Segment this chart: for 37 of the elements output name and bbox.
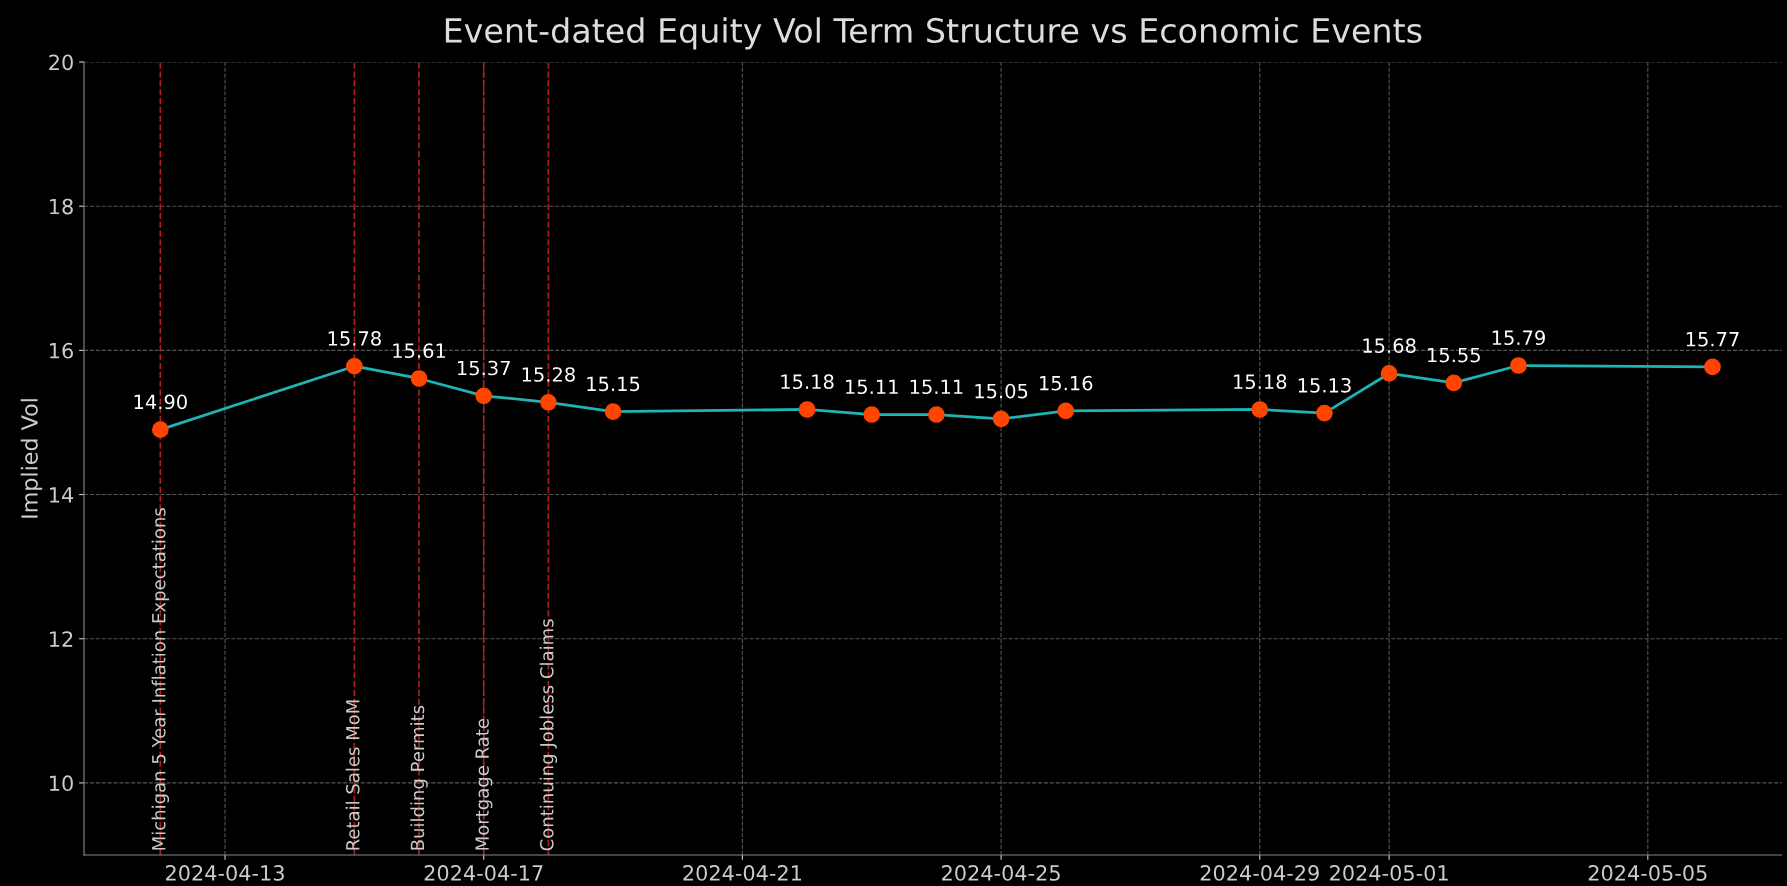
ref-line-label: Retail Sales MoM [345,700,360,850]
y-tick-label: 20 [49,54,73,71]
data-label: 15.68 [1363,338,1416,354]
y-axis-title: Implied Vol [20,399,43,518]
x-tick-label: 2024-04-21 [683,865,801,881]
x-tick-label: 2024-04-13 [166,865,284,881]
x-tick-label: 2024-05-05 [1588,865,1707,881]
y-tick-label: 10 [50,775,73,792]
data-label: 15.28 [522,367,575,382]
data-label: 15.16 [1040,375,1093,391]
data-label: 15.13 [1298,377,1351,393]
data-label: 15.55 [1428,347,1480,363]
data-label: 15.79 [1492,330,1545,346]
x-tick-label: 2024-04-29 [1200,865,1319,881]
x-tick-label: 2024-04-25 [942,865,1060,881]
data-label: 15.11 [846,379,898,395]
data-label: 15.11 [910,379,963,395]
data-label: 15.78 [328,331,381,346]
data-label: 15.15 [587,376,640,392]
data-label: 15.61 [393,343,446,359]
x-tick-label: 2024-04-17 [424,865,543,881]
y-tick-label: 14 [50,487,74,503]
y-tick-label: 16 [50,342,73,359]
y-tick-label: 12 [50,631,73,647]
ref-line-label: Mortgage Rate [475,718,493,850]
data-label: 15.77 [1686,332,1739,347]
data-label: 15.18 [781,374,834,390]
ref-line-label: Continuing Jobless Claims [539,619,558,851]
chart-title: Event-dated Equity Vol Term Structure vs Economic Events [445,17,1422,50]
ref-line-label: Building Permits [410,705,428,850]
x-tick-label: 2024-05-01 [1330,865,1448,881]
data-label: 15.05 [975,383,1028,399]
data-label: 14.90 [134,394,187,410]
y-tick-label: 18 [50,198,73,215]
data-label: 15.18 [1234,374,1287,390]
ref-line-label: Michigan 5 Year Inflation Expectations [151,508,170,850]
data-label: 15.37 [458,360,510,376]
